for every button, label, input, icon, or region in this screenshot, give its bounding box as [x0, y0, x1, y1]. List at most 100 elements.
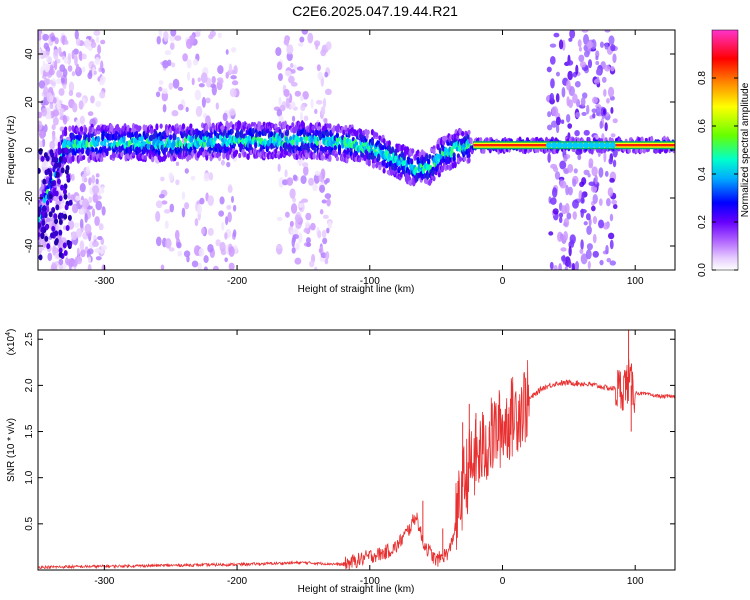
noise-mark: [324, 71, 329, 78]
ridge-mark: [452, 155, 456, 162]
ridge-mark: [45, 199, 50, 207]
low-freq-mark: [64, 204, 69, 211]
snr-y-axis-label: SNR (10 * v/v): [6, 418, 17, 482]
noise-mark: [586, 243, 593, 251]
low-freq-mark: [50, 180, 55, 187]
ridge-mark: [235, 129, 240, 136]
noise-mark: [226, 204, 232, 210]
noise-mark: [606, 97, 610, 104]
noise-mark: [100, 245, 108, 251]
noise-mark: [158, 86, 163, 92]
noise-mark: [558, 212, 564, 218]
low-freq-mark: [40, 226, 45, 233]
noise-mark: [592, 112, 596, 119]
noise-mark: [581, 30, 589, 33]
ridge-mark: [328, 123, 332, 129]
ridge-mark: [312, 153, 316, 160]
noise-mark: [161, 91, 169, 102]
ridge-mark: [328, 154, 332, 162]
noise-mark: [310, 222, 316, 231]
ridge-mark: [467, 129, 471, 135]
noise-mark: [81, 53, 87, 60]
noise-mark: [45, 78, 51, 85]
snr-plot-area: [38, 330, 675, 570]
noise-mark: [305, 212, 312, 221]
noise-mark: [55, 200, 61, 206]
noise-mark: [203, 255, 209, 264]
noise-mark: [163, 30, 169, 42]
noise-mark: [95, 178, 99, 185]
low-freq-mark: [51, 225, 56, 232]
noise-mark: [158, 30, 163, 38]
noise-mark: [601, 76, 607, 83]
noise-mark: [52, 131, 56, 143]
noise-mark: [78, 100, 84, 110]
noise-mark: [547, 152, 551, 164]
tone-dot: [593, 142, 600, 149]
noise-mark: [549, 55, 556, 65]
low-freq-mark: [43, 152, 48, 159]
noise-mark: [162, 104, 167, 113]
ridge-mark: [399, 171, 403, 178]
noise-mark: [161, 200, 168, 205]
ridge-mark: [295, 139, 299, 148]
noise-mark: [49, 140, 55, 150]
noise-mark: [586, 225, 592, 235]
noise-mark: [602, 108, 606, 115]
noise-mark: [595, 106, 601, 116]
noise-mark: [325, 251, 330, 260]
noise-mark: [208, 33, 214, 40]
spectrogram-y-axis-label: Frequency (Hz): [6, 116, 17, 185]
noise-mark: [546, 124, 553, 131]
ridge-mark: [238, 152, 242, 159]
noise-mark: [212, 265, 219, 270]
low-freq-mark: [38, 254, 43, 261]
spectrogram-x-axis-label: Height of straight line (km): [298, 284, 415, 295]
noise-mark: [325, 41, 332, 51]
noise-mark: [90, 41, 97, 49]
ridge-mark: [166, 151, 171, 158]
noise-mark: [586, 40, 593, 49]
noise-mark: [310, 98, 314, 109]
noise-mark: [306, 242, 312, 248]
ridge-mark: [335, 156, 339, 162]
noise-mark: [207, 227, 214, 236]
noise-mark: [60, 77, 65, 84]
noise-mark: [547, 111, 552, 118]
ridge-mark: [101, 134, 105, 142]
spectrogram-y-tick-label: -40: [24, 238, 35, 253]
noise-mark: [97, 44, 102, 55]
noise-mark: [207, 244, 214, 253]
noise-mark: [42, 60, 46, 71]
noise-mark: [200, 227, 206, 235]
ridge-mark: [230, 128, 234, 135]
noise-mark: [292, 64, 298, 71]
ridge-mark: [159, 123, 163, 129]
ridge-mark: [193, 148, 197, 154]
noise-mark: [219, 196, 225, 205]
noise-mark: [53, 49, 59, 60]
ridge-mark: [627, 148, 631, 154]
noise-mark: [607, 86, 615, 98]
noise-mark: [278, 177, 285, 188]
spectrogram-y-tick-label: 20: [24, 96, 35, 108]
noise-mark: [198, 247, 205, 257]
low-freq-mark: [63, 193, 68, 200]
noise-mark: [186, 71, 191, 81]
noise-mark: [580, 97, 586, 107]
ridge-mark: [371, 162, 376, 169]
ridge-mark: [284, 136, 289, 142]
ridge-mark: [274, 148, 278, 154]
noise-mark: [85, 166, 90, 174]
low-freq-mark: [56, 178, 61, 185]
noise-mark: [612, 53, 617, 64]
ridge-mark: [157, 150, 161, 156]
ridge-mark: [269, 131, 274, 138]
noise-mark: [320, 49, 327, 57]
ridge-mark: [187, 142, 191, 150]
noise-mark: [162, 60, 169, 69]
noise-mark: [182, 53, 188, 62]
low-freq-mark: [58, 251, 63, 258]
noise-mark: [186, 59, 192, 69]
noise-mark: [41, 138, 46, 148]
